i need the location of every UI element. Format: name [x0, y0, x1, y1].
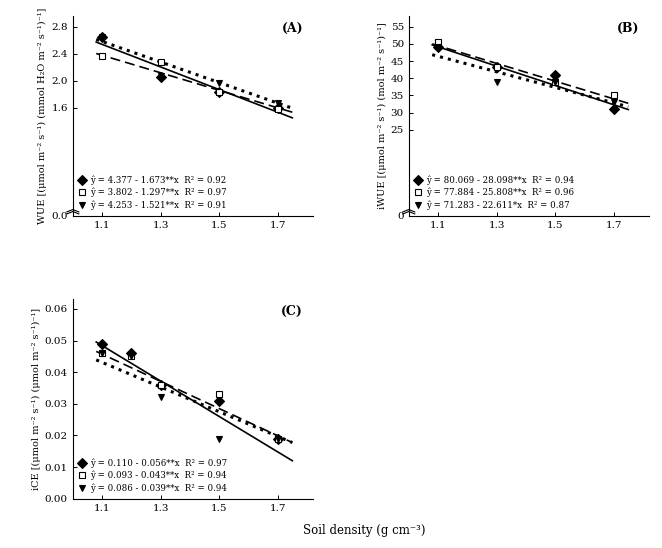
Legend: ŷ = 80.069 - 28.098**x  R² = 0.94, ŷ = 77.884 - 25.808**x  R² = 0.96, ŷ = 71.283: ŷ = 80.069 - 28.098**x R² = 0.94, ŷ = 77…: [413, 173, 576, 212]
Text: Soil density (g cm⁻³): Soil density (g cm⁻³): [303, 524, 426, 537]
Y-axis label: iWUE [(μmol m⁻² s⁻¹) (mol m⁻² s⁻¹)⁻¹]: iWUE [(μmol m⁻² s⁻¹) (mol m⁻² s⁻¹)⁻¹]: [377, 22, 387, 209]
Legend: ŷ = 4.377 - 1.673**x  R² = 0.92, ŷ = 3.802 - 1.297**x  R² = 0.97, ŷ = 4.253 - 1.: ŷ = 4.377 - 1.673**x R² = 0.92, ŷ = 3.80…: [77, 173, 228, 212]
Y-axis label: WUE [(μmol m⁻² s⁻¹) (mmol H₂O m⁻² s⁻¹)⁻¹]: WUE [(μmol m⁻² s⁻¹) (mmol H₂O m⁻² s⁻¹)⁻¹…: [38, 8, 47, 224]
Text: (C): (C): [281, 305, 303, 318]
Y-axis label: iCE [(μmol m⁻² s⁻¹) (μmol m⁻² s⁻¹)⁻¹]: iCE [(μmol m⁻² s⁻¹) (μmol m⁻² s⁻¹)⁻¹]: [32, 308, 40, 490]
Legend: ŷ = 0.110 - 0.056**x  R² = 0.97, ŷ = 0.093 - 0.043**x  R² = 0.94, ŷ = 0.086 - 0.: ŷ = 0.110 - 0.056**x R² = 0.97, ŷ = 0.09…: [77, 456, 229, 494]
Text: (B): (B): [617, 22, 639, 36]
Text: (A): (A): [281, 22, 303, 36]
